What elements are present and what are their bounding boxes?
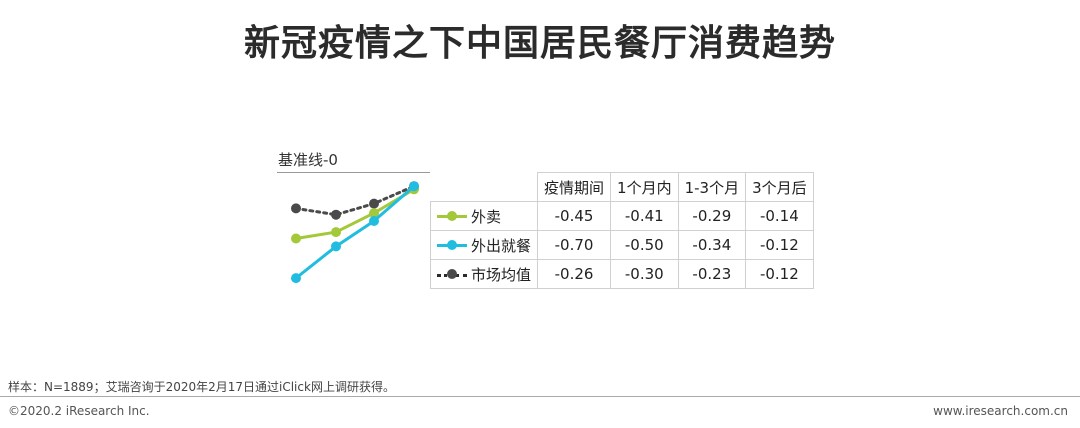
data-point-takeout	[291, 233, 301, 244]
data-point-market-average	[331, 209, 341, 220]
data-point-dine-out	[409, 181, 419, 192]
table-cell: -0.30	[610, 259, 679, 289]
col-header: 1个月内	[610, 172, 679, 202]
legend-item-dine-out: 外出就餐	[429, 230, 539, 260]
data-point-takeout	[331, 227, 341, 238]
data-point-market-average	[291, 203, 301, 214]
baseline-rule	[277, 172, 430, 173]
website-link[interactable]: www.iresearch.com.cn	[933, 404, 1068, 418]
page-title: 新冠疫情之下中国居民餐厅消费趋势	[243, 23, 836, 64]
table-row: 市场均值 -0.26 -0.30 -0.23 -0.12	[429, 259, 814, 289]
legend-marker-dine-out	[437, 239, 467, 251]
data-point-dine-out	[331, 241, 341, 252]
data-point-takeout	[369, 208, 379, 219]
table-cell: -0.23	[677, 259, 747, 289]
table-cell: -0.70	[537, 230, 612, 260]
row-label: 外卖	[471, 207, 502, 226]
legend-item-takeout: 外卖	[429, 201, 539, 231]
table-corner	[430, 172, 539, 202]
table-row: 外卖 -0.45 -0.41 -0.29 -0.14	[429, 201, 814, 231]
trend-line-chart	[291, 181, 419, 284]
col-header: 3个月后	[745, 172, 814, 202]
row-label: 外出就餐	[471, 236, 532, 255]
table-cell: -0.26	[537, 259, 612, 289]
table-cell: -0.12	[745, 259, 814, 289]
copyright: ©2020.2 iResearch Inc.	[8, 404, 150, 418]
data-point-dine-out	[291, 273, 301, 284]
data-point-market-average	[369, 198, 379, 209]
row-label: 市场均值	[471, 265, 532, 284]
table-cell: -0.34	[677, 230, 747, 260]
series-line-takeout	[295, 188, 415, 240]
table-cell: -0.12	[745, 230, 814, 260]
table-cell: -0.14	[745, 201, 814, 231]
table-cell: -0.29	[677, 201, 747, 231]
legend-item-market-average: 市场均值	[429, 259, 539, 289]
legend-marker-market-average	[437, 268, 467, 280]
data-table: 疫情期间 1个月内 1-3个月 3个月后 外卖 -0.45 -0.41 -0.2…	[429, 172, 814, 289]
sample-note: 样本：N=1889；艾瑞咨询于2020年2月17日通过iClick网上调研获得。	[8, 380, 395, 394]
table-header-row: 疫情期间 1个月内 1-3个月 3个月后	[430, 172, 814, 202]
series-line-market-average	[294, 184, 416, 217]
col-header: 1-3个月	[677, 172, 747, 202]
table-cell: -0.41	[610, 201, 679, 231]
footer-divider	[0, 396, 1080, 397]
table-cell: -0.45	[537, 201, 612, 231]
data-point-dine-out	[369, 216, 379, 226]
table-row: 外出就餐 -0.70 -0.50 -0.34 -0.12	[429, 230, 814, 260]
legend-marker-takeout	[437, 210, 467, 222]
col-header: 疫情期间	[537, 172, 612, 202]
table-cell: -0.50	[610, 230, 679, 260]
baseline-label: 基准线-0	[278, 151, 338, 169]
series-line-dine-out	[295, 185, 415, 280]
